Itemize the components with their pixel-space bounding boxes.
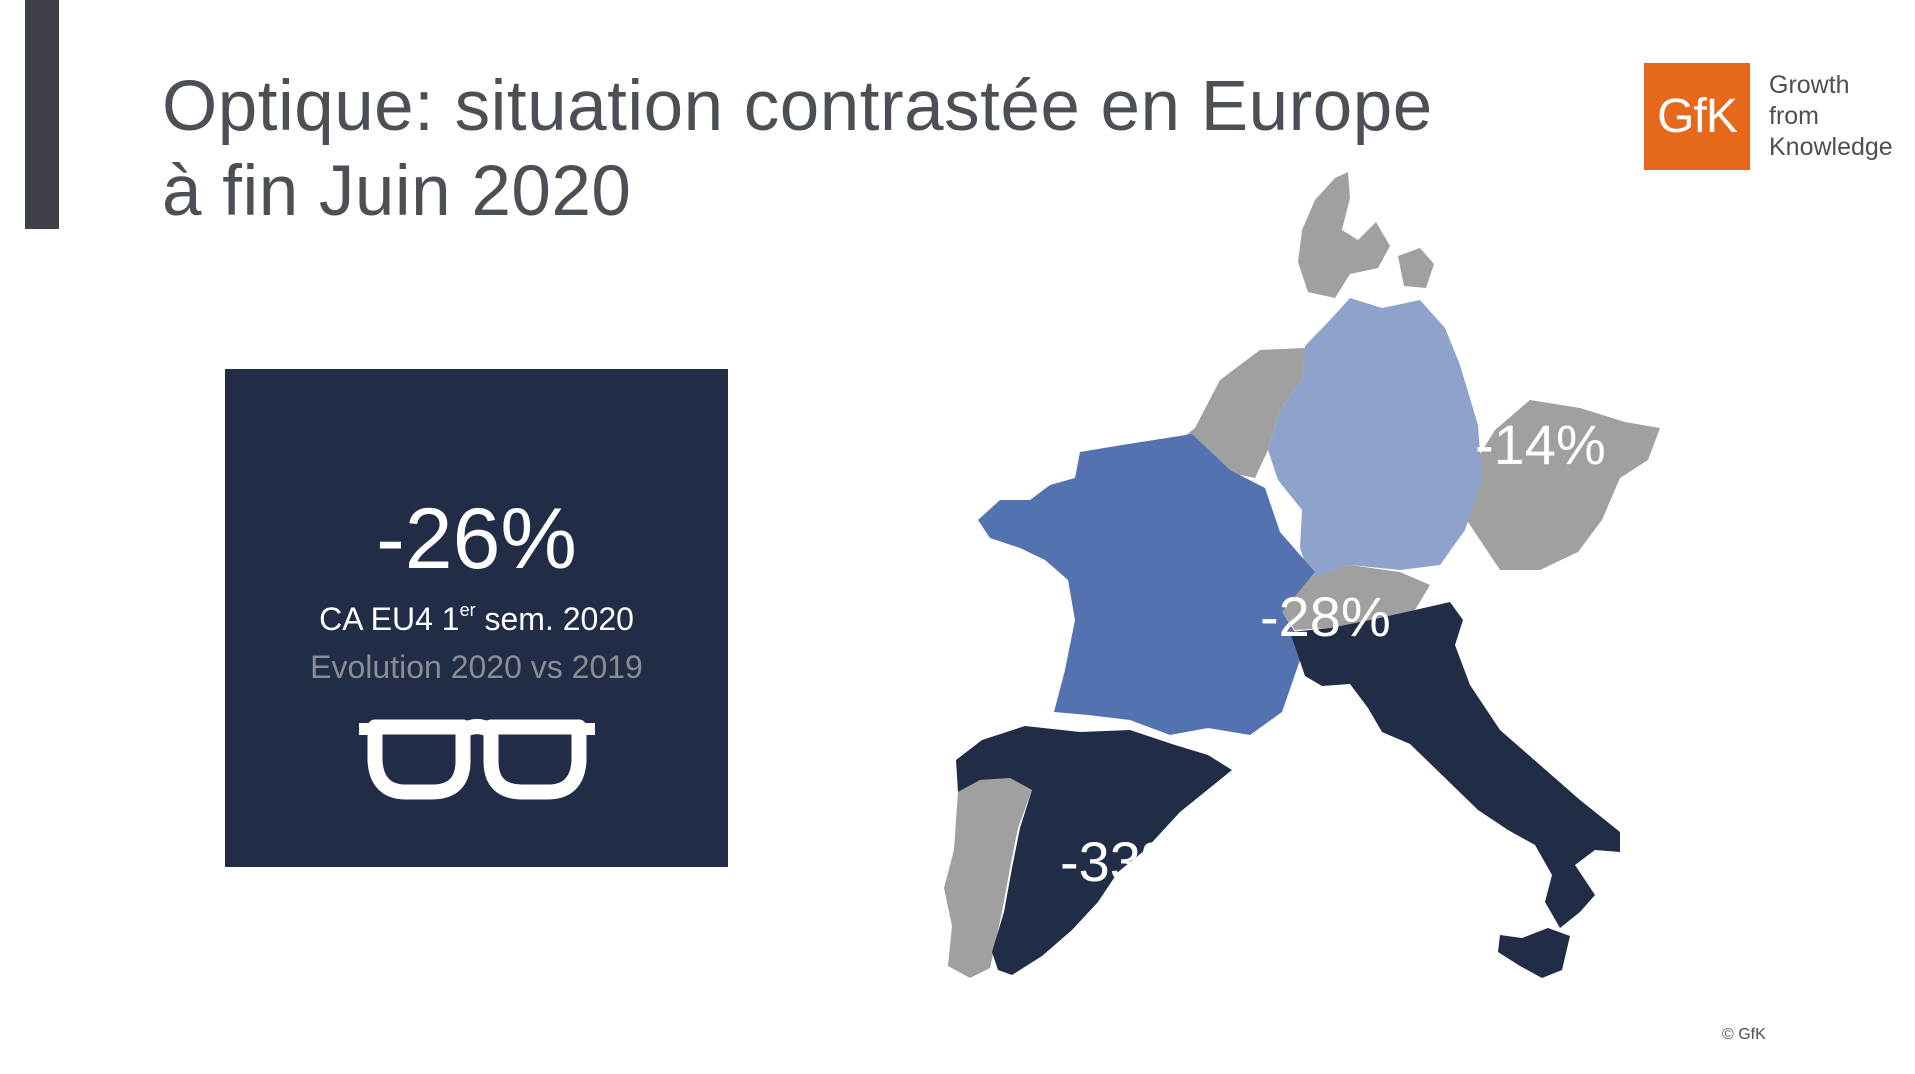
map-label-france: -28%: [1260, 585, 1391, 648]
map-region-denmark-island: [1398, 248, 1434, 288]
map-region-denmark: [1298, 172, 1390, 298]
tagline-line-2: from: [1769, 102, 1819, 130]
map-region-central-europe: [1460, 400, 1660, 570]
tagline-line-1: Growth: [1769, 71, 1850, 99]
copyright-notice: © GfK: [1722, 1026, 1766, 1043]
map-region-portugal: [944, 778, 1032, 978]
map-region-spain: [956, 726, 1232, 975]
map-region-benelux: [1180, 348, 1305, 478]
kpi-subtitle: Evolution 2020 vs 2019: [310, 649, 643, 685]
tagline-line-3: Knowledge: [1769, 133, 1893, 161]
gfk-tagline: Growth from Knowledge: [1769, 70, 1893, 163]
map-label-germany: -14%: [1475, 413, 1606, 476]
page-title: Optique: situation contrastée en Europe …: [162, 64, 1433, 234]
page-title-line-2: à fin Juin 2020: [162, 152, 632, 231]
accent-bar: [25, 0, 59, 229]
page-title-line-1: Optique: situation contrastée en Europe: [162, 67, 1433, 146]
kpi-label-prefix: CA EU4 1: [319, 601, 460, 637]
europe-map: [944, 172, 1660, 978]
map-region-switzerland: [1280, 565, 1430, 630]
glasses-icon: [359, 719, 595, 800]
map-region-france: [978, 434, 1315, 735]
map-label-spain: -33%: [1060, 830, 1191, 893]
kpi-label-suffix: sem. 2020: [475, 601, 634, 637]
kpi-value: -26%: [376, 491, 577, 587]
kpi-label: CA EU4 1er sem. 2020: [225, 599, 728, 639]
map-region-germany: [1268, 298, 1482, 578]
gfk-logo: GfK: [1644, 63, 1750, 170]
kpi-label-superscript: er: [459, 600, 476, 620]
map-region-italy: [1290, 602, 1620, 928]
kpi-card: -26% CA EU4 1er sem. 2020 Evolution 2020…: [225, 369, 728, 867]
map-label-italy: -37%: [1480, 620, 1611, 683]
map-region-sicily: [1498, 928, 1570, 978]
